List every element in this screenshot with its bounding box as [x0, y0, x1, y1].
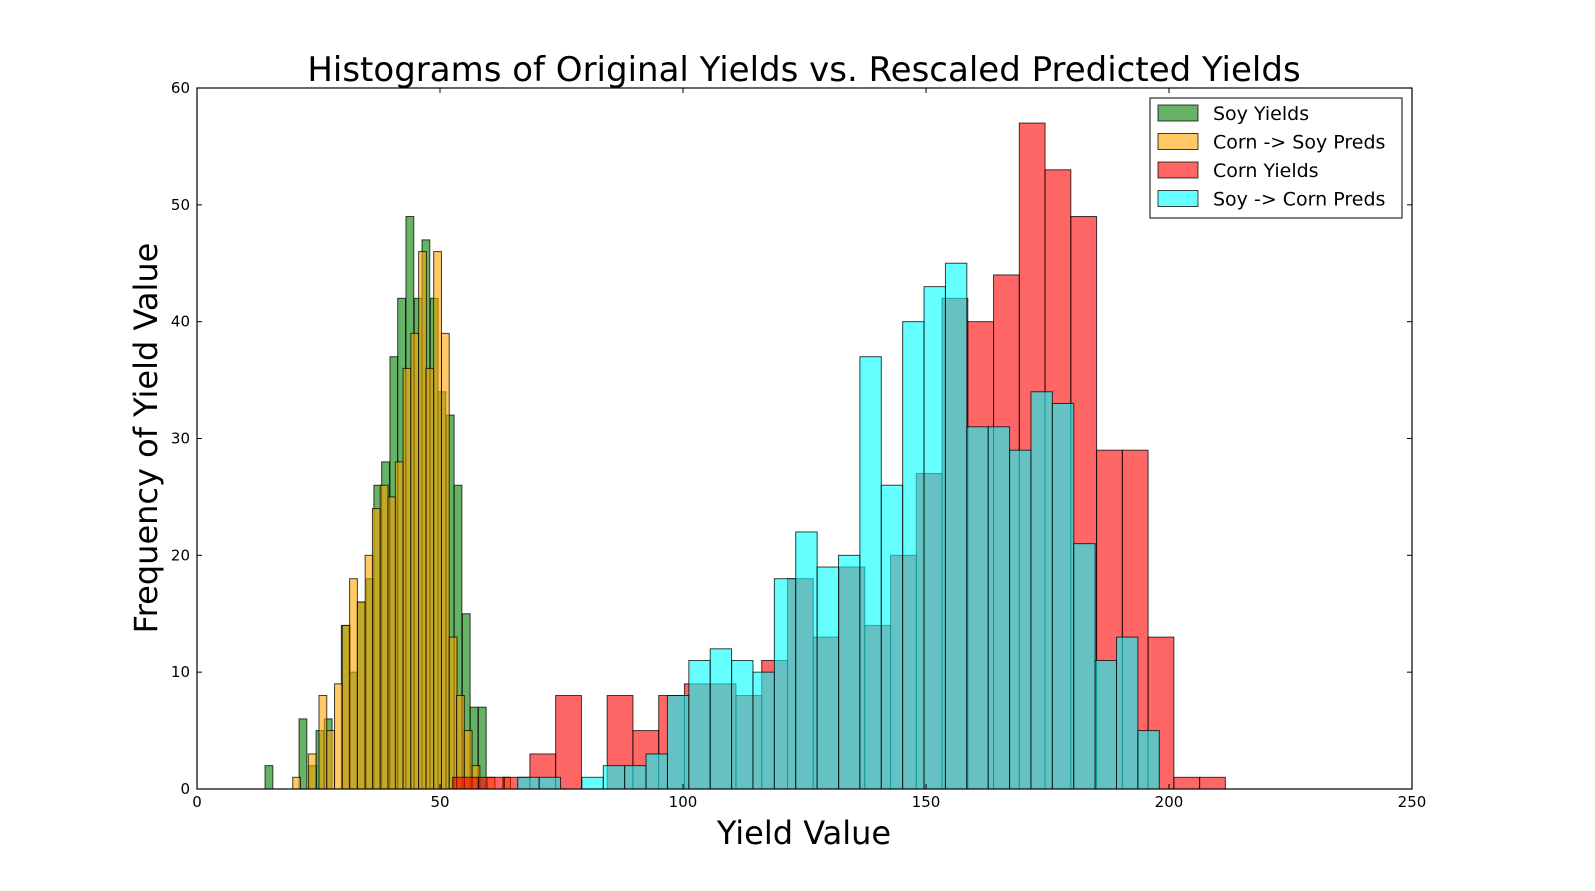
bar [371, 508, 381, 790]
y-tick-label: 60 [171, 79, 190, 97]
bar [581, 776, 604, 790]
bar [902, 321, 925, 790]
y-tick-label: 10 [171, 663, 190, 681]
bar [1094, 659, 1118, 790]
bar [688, 659, 711, 790]
bar [944, 262, 968, 790]
bar [555, 695, 582, 790]
y-tick-label: 20 [171, 546, 190, 564]
x-tick-label: 150 [912, 793, 941, 811]
bar [752, 671, 775, 790]
legend-label: Corn -> Soy Preds [1213, 132, 1385, 154]
y-tick-label: 50 [171, 196, 190, 214]
x-tick-label: 250 [1398, 793, 1427, 811]
bar [816, 566, 840, 790]
y-tick-label: 40 [171, 313, 190, 331]
bar [1030, 391, 1053, 790]
bar [1199, 776, 1226, 790]
bar [394, 461, 404, 790]
bar [602, 765, 626, 790]
bar [456, 695, 465, 790]
x-tick-label: 200 [1155, 793, 1184, 811]
bar [425, 367, 435, 790]
legend-swatch [1157, 161, 1199, 179]
bar [326, 730, 336, 790]
bar [318, 695, 328, 790]
legend-label: Soy Yields [1213, 103, 1309, 125]
bar [349, 578, 358, 790]
bar [448, 636, 458, 790]
bar [1073, 543, 1096, 790]
bar [477, 776, 505, 790]
bar [418, 251, 427, 790]
bar [1116, 636, 1139, 790]
bar [880, 484, 904, 790]
bar [379, 484, 389, 790]
bar [307, 753, 317, 790]
x-tick-label: 50 [430, 793, 449, 811]
bar [859, 356, 882, 790]
bar [666, 695, 690, 790]
bar [731, 659, 754, 790]
bar [1173, 776, 1201, 790]
bar [387, 496, 397, 790]
bar [517, 776, 540, 790]
bar [838, 554, 861, 790]
legend-swatch [1157, 104, 1199, 122]
bar [452, 776, 479, 790]
bar [402, 367, 412, 790]
x-tick-label: 100 [669, 793, 698, 811]
bar [709, 648, 733, 790]
legend-label: Soy -> Corn Preds [1213, 189, 1385, 211]
bar [923, 286, 946, 790]
bar [433, 251, 442, 790]
legend-swatch [1157, 190, 1199, 207]
y-tick-label: 0 [180, 780, 190, 798]
bar [341, 624, 351, 790]
bar [364, 554, 374, 790]
bar [645, 753, 668, 790]
bar [440, 332, 450, 790]
y-axis-label: Frequency of Yield Value [127, 243, 165, 634]
bar [538, 776, 562, 790]
chart-title: Histograms of Original Yields vs. Rescal… [307, 50, 1300, 90]
bar [292, 776, 302, 790]
bar [334, 683, 343, 790]
bar [264, 765, 274, 790]
plot-area-frame [196, 87, 1413, 790]
bar [624, 765, 647, 790]
y-tick-label: 30 [171, 430, 190, 448]
bar [1137, 730, 1160, 790]
legend-label: Corn Yields [1213, 160, 1319, 182]
bar [773, 578, 797, 790]
bars-layer [264, 122, 1226, 790]
legend-swatch [1157, 133, 1199, 150]
bar [1009, 449, 1032, 790]
bar [356, 601, 366, 790]
bar [1051, 402, 1075, 790]
bar [410, 332, 420, 790]
series-3-bars [517, 262, 1160, 790]
bar [795, 531, 818, 790]
x-tick-label: 0 [192, 793, 202, 811]
x-axis-label: Yield Value [716, 814, 891, 852]
legend: Soy Yields Corn -> Soy Preds Corn Yields So… [1149, 97, 1403, 219]
bar [987, 426, 1011, 790]
bar [966, 426, 989, 790]
